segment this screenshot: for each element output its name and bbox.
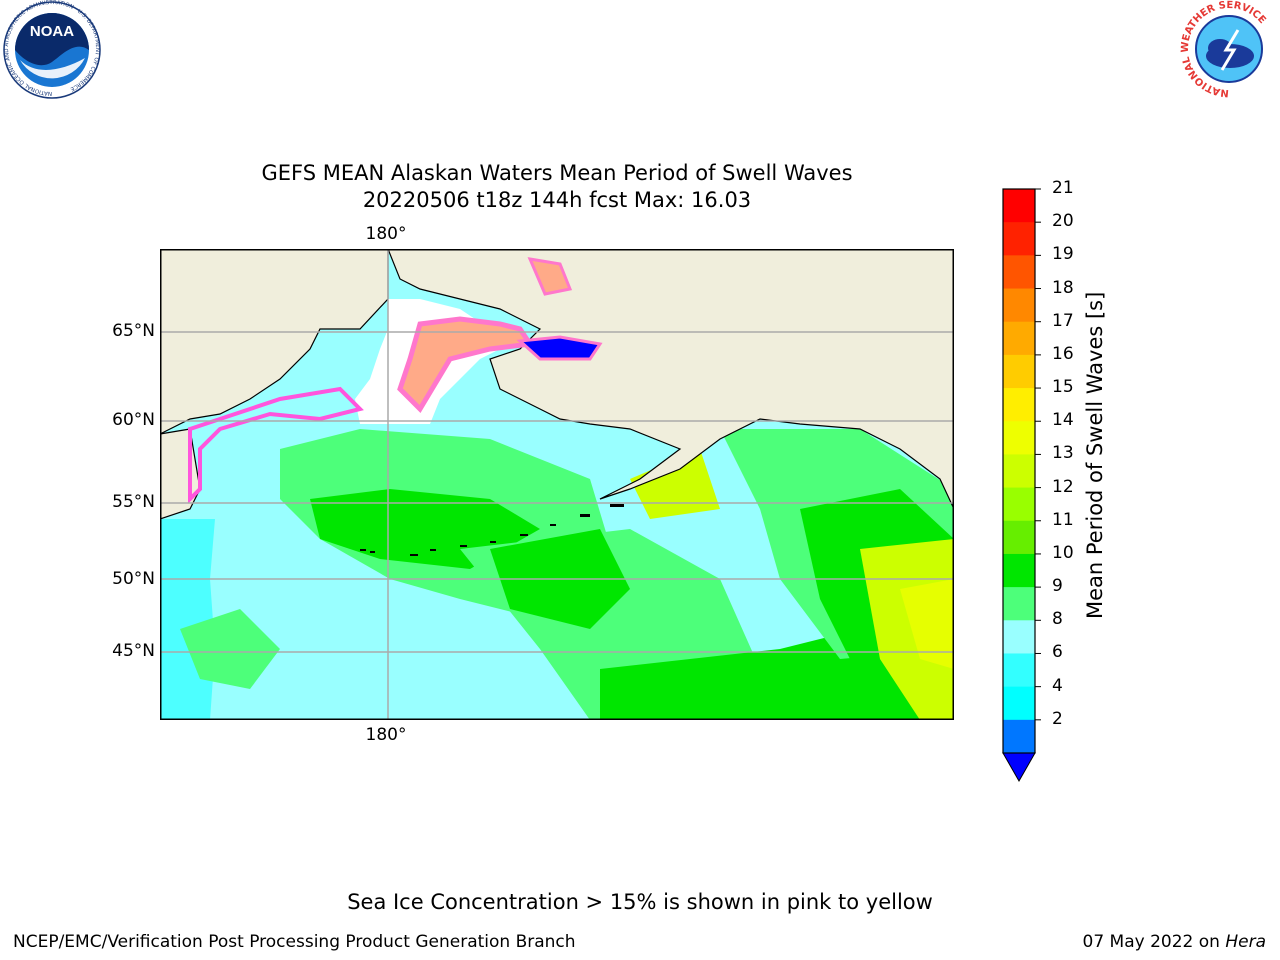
colorbar-block	[1003, 222, 1035, 256]
swell-zone-9-10-sw	[180, 609, 280, 689]
lon-label-top: 180°	[365, 224, 407, 244]
sea-ice-note: Sea Ice Concentration > 15% is shown in …	[347, 890, 933, 914]
map-frame	[160, 249, 954, 720]
colorbar-tick-label: 16	[1052, 343, 1074, 364]
footer-date: 07 May 2022 on Hera	[1083, 932, 1267, 952]
land-alaska	[160, 249, 954, 510]
footer-machine: Hera	[1225, 932, 1266, 952]
colorbar-block	[1003, 421, 1035, 455]
footer-date-text: 07 May 2022 on	[1082, 932, 1226, 952]
colorbar-block	[1003, 653, 1035, 688]
nws-logo: NATIONAL WEATHER SERVICE	[1180, 0, 1277, 98]
colorbar-block	[1003, 686, 1035, 721]
lat-label-50: 50°N	[112, 569, 155, 589]
colorbar-extend-triangle	[1002, 752, 1036, 783]
colorbar-frame	[1002, 188, 1036, 754]
chart-title-line2: 20220506 t18z 144h fcst Max: 16.03	[362, 188, 752, 212]
sea-ice-kotzebue	[527, 257, 573, 296]
colorbar-block	[1003, 388, 1035, 422]
colorbar-tick-label: 21	[1052, 178, 1074, 198]
sea-ice-edge	[397, 316, 535, 414]
colorbar-block	[1003, 719, 1035, 754]
colorbar-tick-label: 19	[1052, 244, 1074, 265]
colorbar-tick-label: 13	[1052, 443, 1074, 464]
colorbar-tick-label: 12	[1052, 476, 1074, 497]
colorbar-tick-label: 11	[1052, 509, 1074, 530]
noaa-logo-text: NOAA	[30, 23, 74, 40]
colorbar-tick-label: 20	[1052, 211, 1074, 232]
chart-title-line1: GEFS MEAN Alaskan Waters Mean Period of …	[261, 161, 853, 185]
colorbar-block	[1003, 255, 1035, 290]
colorbar-block	[1003, 288, 1035, 323]
aleutian-islands	[360, 504, 624, 556]
graticule	[160, 249, 954, 720]
colorbar-block	[1003, 454, 1035, 489]
colorbar-tick-label: 14	[1052, 410, 1074, 431]
lat-label-60: 60°N	[112, 410, 155, 430]
lat-label-65: 65°N	[112, 321, 155, 341]
sea-ice-siberian-coast	[188, 386, 364, 504]
swell-zone-2-4-norton	[516, 335, 603, 361]
colorbar-block	[1003, 321, 1035, 356]
colorbar-tick-label: 15	[1052, 377, 1074, 398]
colorbar-tick-label: 17	[1052, 310, 1074, 331]
colorbar-tick-label: 2	[1052, 708, 1063, 729]
colorbar-tick-label: 18	[1052, 277, 1074, 298]
ocean-cyan-strip	[160, 519, 215, 720]
swell-zone-13-14	[900, 579, 954, 669]
noaa-logo: NOAA NATIONAL OCEANIC AND ATMOSPHERIC AD…	[3, 0, 101, 99]
colorbar-block	[1003, 189, 1035, 223]
colorbar-tick-label: 10	[1052, 542, 1074, 563]
colorbar-block	[1003, 620, 1035, 654]
colorbar-tick-label: 8	[1052, 609, 1063, 630]
colorbar-tick-label: 9	[1052, 576, 1063, 597]
colorbar-label: Mean Period of Swell Waves [s]	[1083, 291, 1107, 619]
colorbar-block	[1003, 587, 1035, 621]
lat-label-55: 55°N	[112, 492, 155, 512]
colorbar-block	[1003, 553, 1035, 588]
colorbar-block	[1003, 487, 1035, 522]
colorbar-tick-label: 4	[1052, 675, 1063, 696]
lat-label-45: 45°N	[112, 641, 155, 661]
lon-label-bottom: 180°	[365, 725, 407, 745]
colorbar	[1002, 188, 1041, 783]
colorbar-block	[1003, 520, 1035, 555]
map-panel	[160, 249, 954, 720]
footer-org: NCEP/EMC/Verification Post Processing Pr…	[13, 932, 576, 952]
colorbar-tick-label: 6	[1052, 642, 1063, 663]
colorbar-block	[1003, 354, 1035, 389]
swell-zone-bristol-bay	[630, 449, 720, 519]
